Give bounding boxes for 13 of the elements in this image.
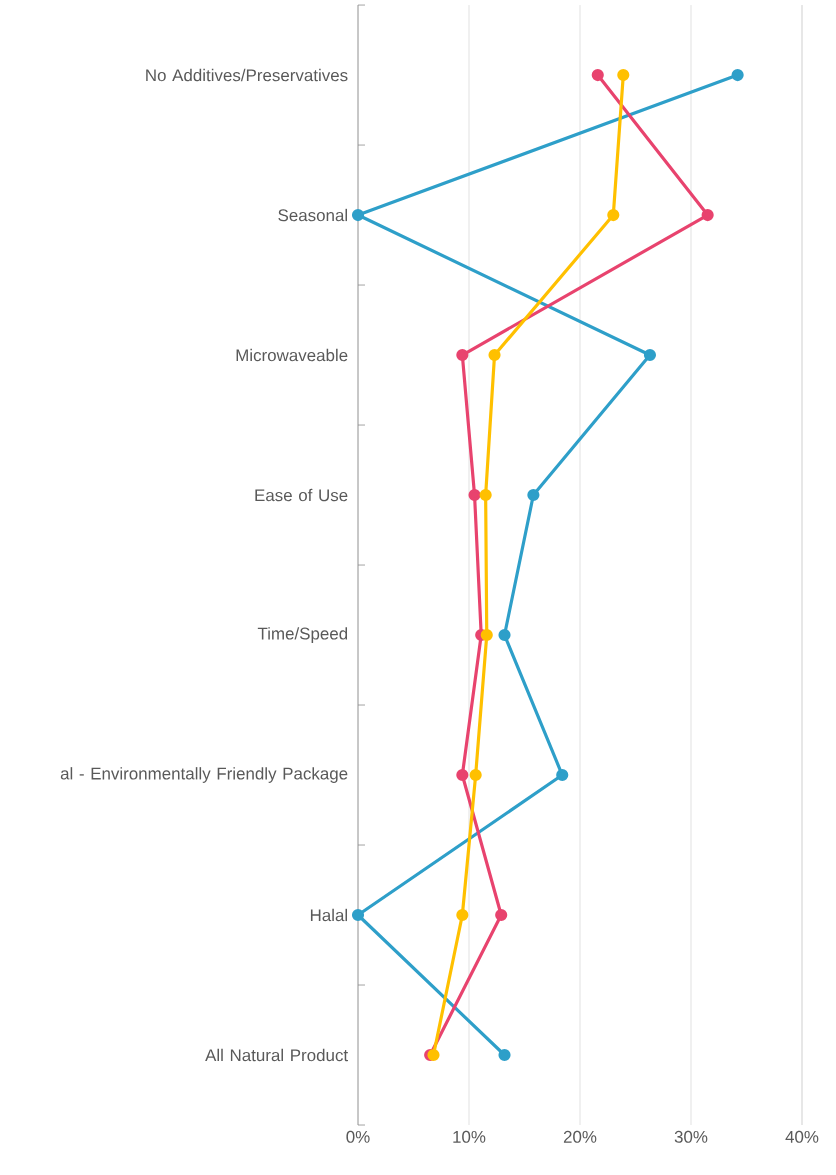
y-tick-label: Halal — [310, 908, 347, 922]
x-tick-label: 40% — [785, 1130, 819, 1143]
x-tick-label: 0% — [346, 1130, 370, 1143]
y-tick-label: No Additives/Preservatives — [146, 68, 348, 82]
y-tick-label: Ease of Use — [255, 488, 348, 502]
x-tick-label: 10% — [453, 1130, 486, 1143]
y-tick-label: Time/Speed — [257, 627, 348, 643]
y-tick-label: All Natural Product — [205, 1048, 348, 1062]
y-tick-label: Seasonal — [278, 208, 347, 222]
x-tick-label: 30% — [674, 1130, 708, 1143]
y-tick-label: al - Environmentally Friendly Package — [60, 767, 348, 783]
x-tick-label: 20% — [563, 1130, 597, 1143]
y-tick-label: Microwaveable — [236, 348, 348, 362]
